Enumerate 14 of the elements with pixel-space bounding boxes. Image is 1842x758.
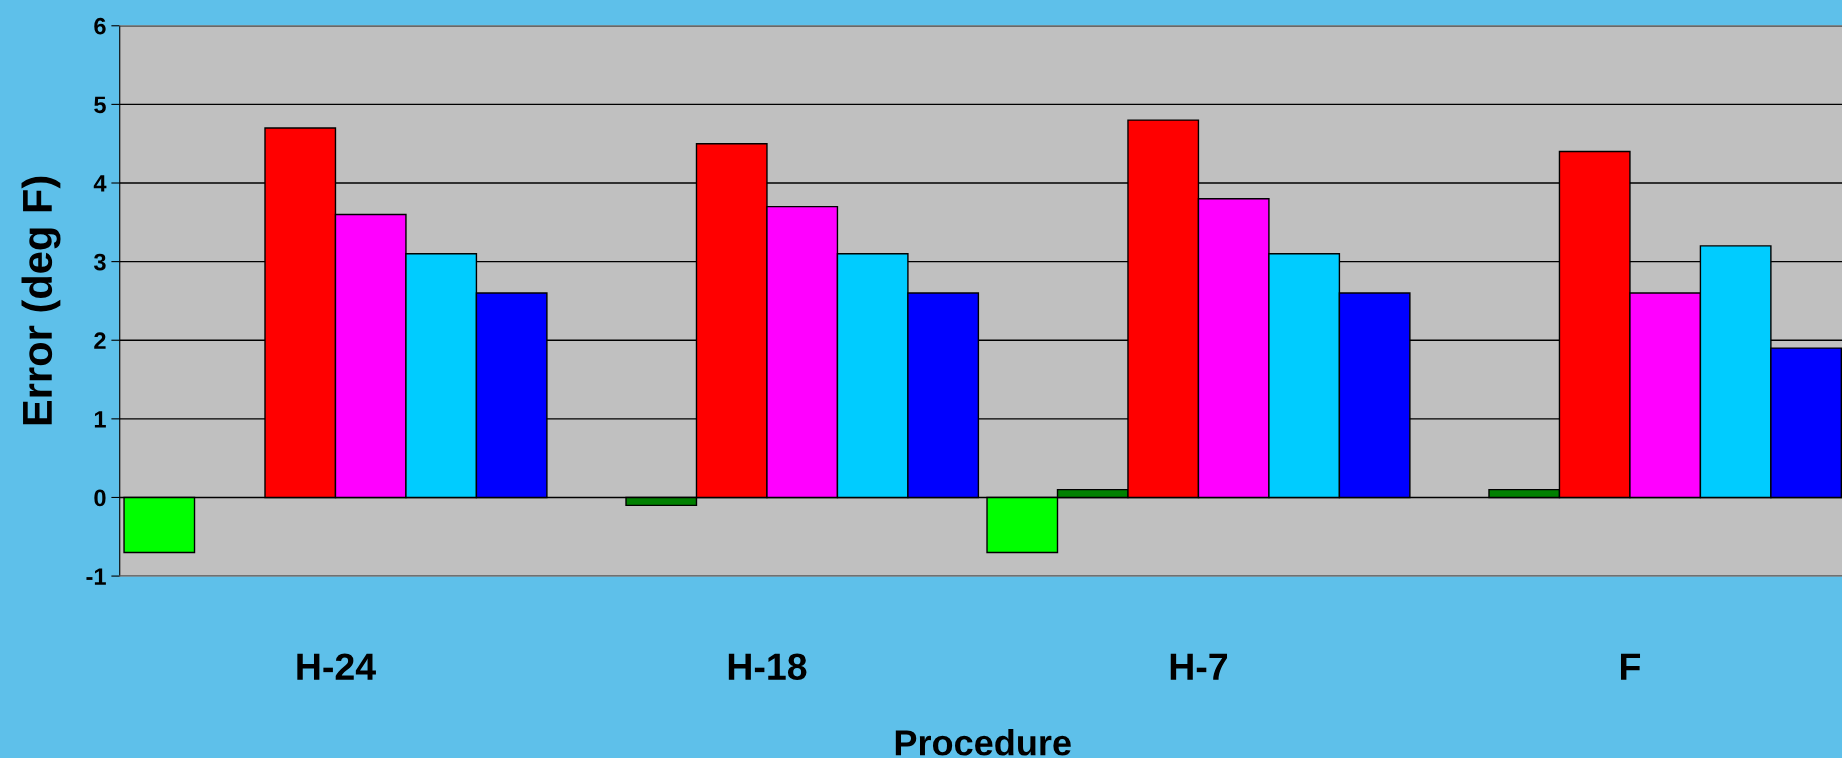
y-tick-label: 6: [94, 17, 106, 35]
y-tick-label: 0: [94, 489, 106, 507]
y-tick-label: 1: [94, 411, 106, 428]
x-axis-title: Procedure: [895, 729, 1071, 756]
x-tick-label: H-24: [297, 653, 376, 680]
y-tick-label: 3: [93, 253, 106, 271]
x-tick-label: H-18: [728, 653, 807, 681]
y-tick-label: 2: [94, 332, 106, 349]
y-tick-label: 4: [93, 175, 107, 192]
y-tick-label: 5: [94, 96, 106, 114]
x-tick-label: H-7: [1170, 653, 1228, 680]
x-tick-label: F: [1621, 653, 1641, 680]
y-tick-label: -1: [86, 568, 106, 585]
y-axis-title: Error (deg F): [21, 176, 61, 425]
